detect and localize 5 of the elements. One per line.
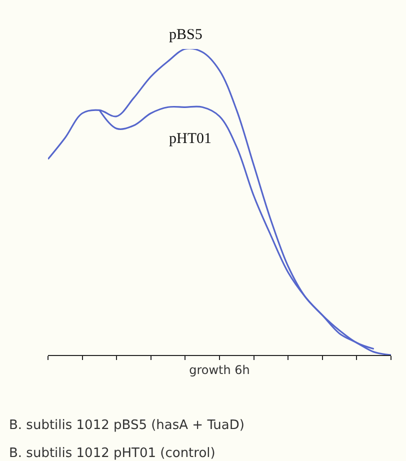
series-label: pHT01	[169, 131, 212, 147]
x-axis-title: growth 6h	[189, 362, 250, 377]
text: B. subtilis 1012 pBS5 (hasA + TuaD)	[9, 418, 244, 433]
text: B. subtilis 1012 pHT01 (control)	[9, 446, 216, 461]
series-label: pBS5	[169, 27, 202, 43]
